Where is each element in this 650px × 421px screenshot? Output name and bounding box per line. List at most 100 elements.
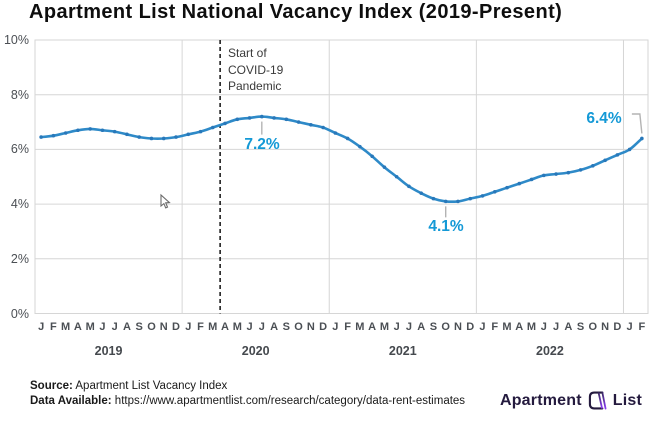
month-tick-label: M	[208, 321, 218, 333]
month-tick-label: N	[306, 321, 315, 333]
month-tick-label: F	[491, 321, 499, 333]
data-point-marker	[125, 132, 129, 137]
data-point-marker	[149, 136, 154, 141]
month-tick-label: J	[99, 321, 106, 333]
y-tick-label: 2%	[10, 251, 29, 266]
month-tick-label: J	[111, 321, 118, 333]
data-available-line: Data Available: https://www.apartmentlis…	[30, 395, 465, 407]
month-tick-label: J	[38, 321, 45, 333]
data-point-marker	[591, 164, 595, 168]
month-tick-label: F	[638, 321, 646, 333]
month-tick-label: D	[172, 321, 180, 333]
data-point-marker	[235, 117, 240, 122]
data-point-marker	[88, 127, 92, 131]
data-point-marker	[566, 170, 571, 175]
data-point-marker	[382, 165, 387, 169]
y-tick-label: 4%	[10, 197, 29, 212]
data-point-marker	[529, 177, 534, 182]
month-tick-label: J	[393, 321, 400, 333]
peak-value-label: 7.2%	[244, 136, 280, 153]
data-point-marker	[247, 116, 252, 120]
month-tick-label: A	[564, 321, 573, 333]
month-tick-label: J	[246, 321, 253, 333]
y-tick-label: 10%	[3, 33, 29, 47]
data-point-marker	[505, 185, 509, 190]
data-point-marker	[370, 154, 374, 159]
month-tick-label: D	[613, 321, 622, 333]
month-tick-label: D	[466, 321, 475, 333]
month-tick-label: S	[135, 321, 143, 333]
month-tick-label: A	[73, 321, 82, 333]
month-tick-label: A	[368, 321, 377, 333]
data-point-marker	[443, 199, 448, 204]
y-tick-label: 6%	[10, 142, 29, 157]
data-point-marker	[260, 114, 264, 119]
month-tick-label: J	[626, 321, 633, 333]
month-tick-label: J	[540, 321, 547, 333]
data-point-marker	[198, 129, 203, 134]
month-tick-label: M	[379, 321, 389, 333]
logo-text-apartment: Apartment	[499, 391, 582, 409]
month-tick-label: J	[185, 321, 192, 333]
month-tick-label: S	[282, 321, 290, 333]
covid-annotation-line3: Pandemic	[228, 79, 282, 93]
source-value: Apartment List Vacancy Index	[72, 380, 228, 392]
data-point-marker	[272, 116, 276, 120]
plot-border	[34, 39, 649, 314]
data-point-marker	[358, 144, 362, 149]
data-point-marker	[431, 196, 436, 201]
data-point-marker	[394, 174, 399, 179]
data-point-marker	[223, 121, 227, 126]
data-point-marker	[174, 135, 178, 139]
month-tick-label: O	[294, 321, 303, 333]
data-point-marker	[210, 125, 215, 130]
month-tick-label: S	[429, 321, 438, 333]
data-point-marker	[76, 128, 80, 133]
month-tick-label: M	[85, 321, 95, 333]
source-line: Source: Apartment List Vacancy Index	[30, 380, 227, 392]
source-label: Source:	[30, 380, 73, 392]
data-point-marker	[309, 122, 313, 127]
data-point-marker	[627, 147, 632, 152]
covid-annotation-line2: COVID-19	[228, 62, 284, 77]
data-point-marker	[112, 129, 117, 134]
chart-title: Apartment List National Vacancy Index (2…	[29, 1, 563, 23]
data-point-marker	[603, 158, 607, 163]
data-point-marker	[419, 191, 423, 195]
month-tick-label: F	[197, 321, 204, 333]
month-tick-label: M	[61, 321, 71, 333]
month-tick-label: A	[221, 321, 229, 333]
month-tick-label: F	[344, 321, 351, 333]
month-tick-label: J	[258, 321, 265, 333]
month-tick-label: M	[355, 321, 365, 333]
covid-annotation-line1: Start of	[228, 46, 267, 60]
year-label: 2020	[241, 344, 270, 358]
data-point-marker	[100, 128, 105, 133]
month-tick-label: F	[50, 321, 57, 333]
month-tick-label: S	[576, 321, 585, 333]
month-tick-label: A	[270, 321, 279, 333]
month-tick-label: J	[332, 321, 339, 333]
data-point-marker	[407, 184, 411, 189]
month-tick-label: J	[552, 321, 560, 333]
month-tick-label: D	[319, 321, 328, 333]
month-tick-label: J	[479, 321, 486, 333]
mouse-cursor	[160, 193, 171, 209]
data-point-marker	[640, 136, 644, 141]
data-point-marker	[333, 131, 338, 135]
data-point-marker	[284, 117, 289, 122]
month-tick-label: M	[526, 321, 537, 333]
month-tick-label: N	[159, 321, 168, 333]
data-point-marker	[51, 133, 56, 138]
month-tick-label: N	[601, 321, 610, 333]
year-label: 2019	[94, 344, 123, 358]
covid-annotation: Start of COVID-19 Pandemic	[228, 45, 283, 95]
month-tick-label: A	[122, 321, 131, 333]
data-point-marker	[480, 194, 485, 198]
chart-plot-area	[34, 39, 649, 314]
data-point-marker	[296, 120, 301, 124]
data-point-marker	[39, 135, 43, 139]
data-point-marker	[186, 132, 191, 137]
latest-value-label: 6.4%	[586, 110, 622, 127]
data-point-marker	[578, 168, 583, 172]
